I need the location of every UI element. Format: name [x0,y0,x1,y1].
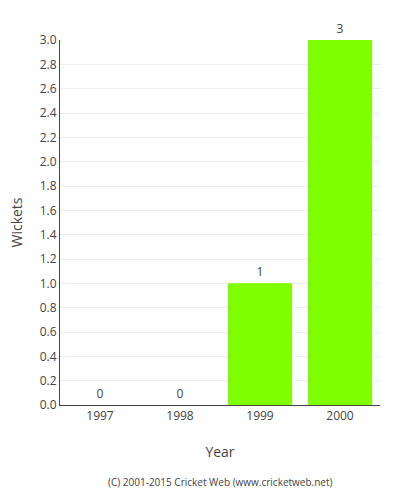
svg-text:1999: 1999 [246,407,274,424]
svg-text:2.0: 2.0 [40,153,57,170]
svg-text:2.2: 2.2 [40,129,57,146]
svg-text:0: 0 [97,385,104,402]
svg-text:3.0: 3.0 [40,31,57,48]
svg-text:1.6: 1.6 [40,202,57,219]
svg-text:1: 1 [257,263,264,280]
svg-text:(C) 2001-2015 Cricket Web (www: (C) 2001-2015 Cricket Web (www.cricketwe… [108,475,333,489]
svg-text:0.4: 0.4 [40,348,57,365]
svg-text:0.6: 0.6 [40,323,57,340]
svg-text:2.8: 2.8 [40,56,57,73]
svg-text:Year: Year [205,442,234,461]
svg-text:0.2: 0.2 [40,372,57,389]
svg-text:1997: 1997 [86,407,114,424]
svg-text:1.8: 1.8 [40,177,57,194]
svg-text:2.6: 2.6 [40,80,57,97]
svg-text:1.4: 1.4 [40,226,57,243]
svg-text:3: 3 [337,20,344,37]
svg-text:2.4: 2.4 [40,104,57,121]
svg-text:0: 0 [177,385,184,402]
svg-text:Wickets: Wickets [7,197,26,247]
svg-text:0.8: 0.8 [40,299,57,316]
svg-text:1.0: 1.0 [40,275,57,292]
svg-text:2000: 2000 [326,407,354,424]
svg-text:0.0: 0.0 [40,396,57,413]
svg-text:1.2: 1.2 [40,250,57,267]
svg-text:1998: 1998 [166,407,194,424]
